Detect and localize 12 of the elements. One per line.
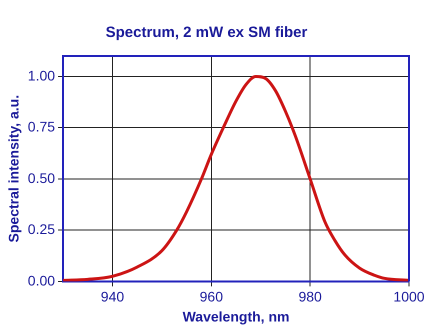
- y-tick-label: 0.25: [28, 221, 56, 238]
- x-tick-label: 1000: [393, 288, 425, 305]
- chart-title: Spectrum, 2 mW ex SM fiber: [106, 24, 308, 42]
- y-axis-title: Spectral intensity, a.u.: [5, 94, 22, 242]
- x-tick-label: 980: [298, 288, 322, 305]
- x-axis-title: Wavelength, nm: [182, 308, 290, 324]
- x-tick-label: 960: [200, 288, 224, 305]
- y-tick-label: 0.75: [28, 118, 56, 135]
- x-tick-label: 940: [100, 288, 124, 305]
- y-tick-label: 0.50: [28, 170, 56, 186]
- y-tick-label: 0.00: [28, 272, 56, 288]
- y-tick-label: 1.00: [28, 67, 56, 84]
